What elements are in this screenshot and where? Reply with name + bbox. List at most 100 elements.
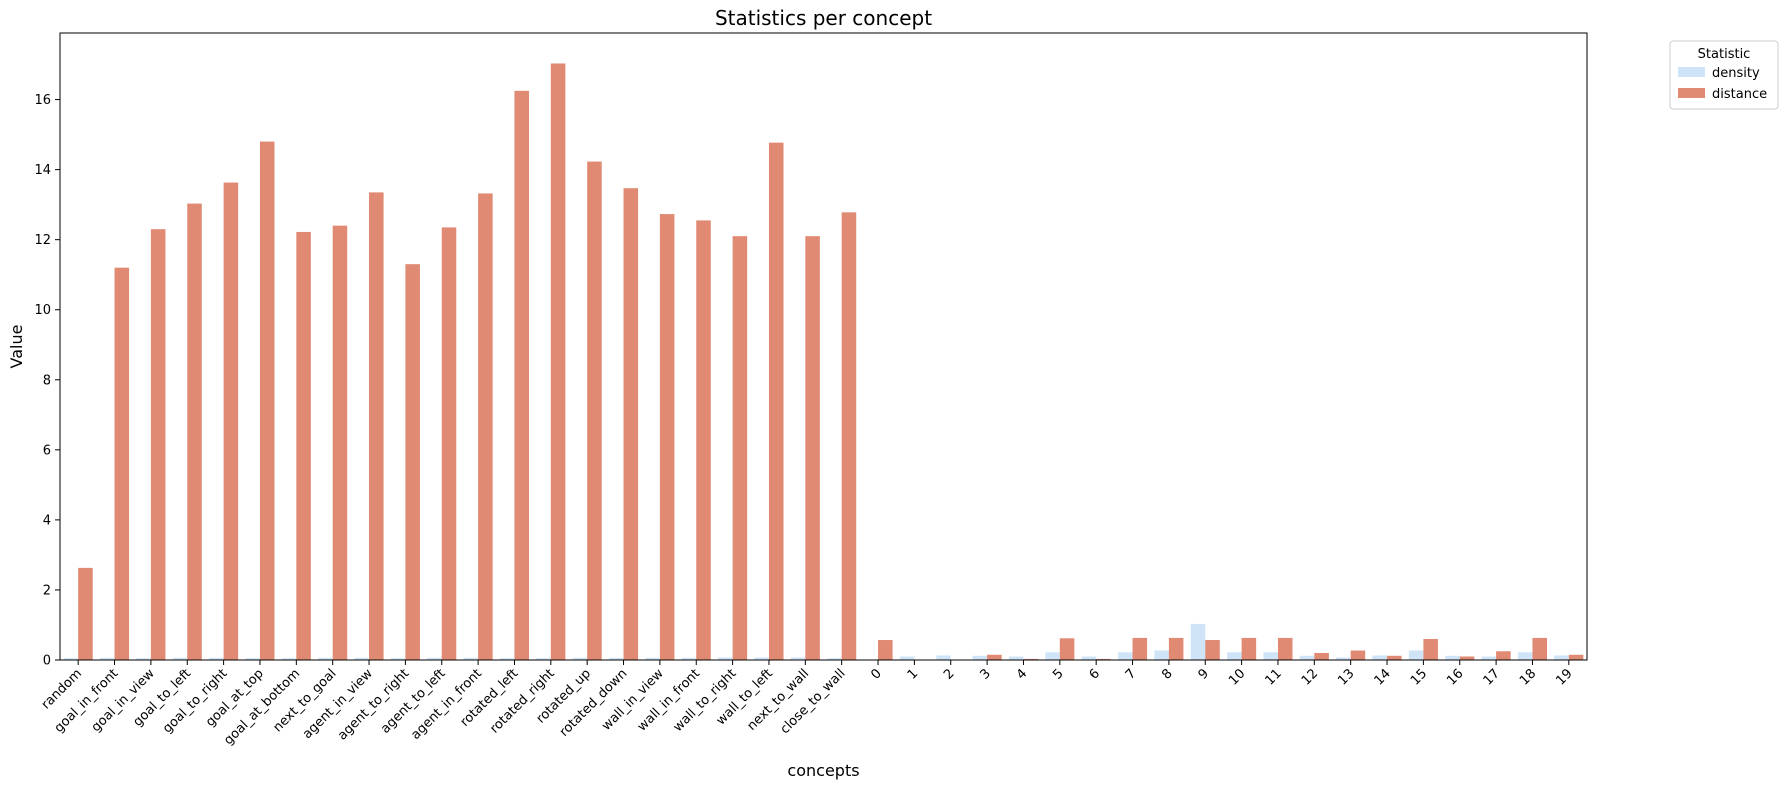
bar-density-19 [1554,655,1569,660]
y-tick-label-0: 0 [43,654,51,669]
bar-distance-wall_in_view [659,214,675,660]
bar-density-5 [1045,652,1060,660]
bar-distance-agent_in_front [478,193,493,660]
y-tick-label-2: 2 [43,583,51,598]
x-axis-ticks: randomgoal_in_frontgoal_in_viewgoal_to_l… [39,660,1576,748]
y-tick-label-4: 4 [43,513,51,528]
bar-density-14 [1372,655,1388,660]
bar-density-goal_at_top [245,658,260,660]
bar-distance-8 [1168,637,1184,660]
bar-distance-rotated_right [550,63,566,661]
legend: Statistic density distance [1669,40,1779,110]
x-tick-label-4: 4 [1014,666,1030,682]
plot-frame [59,32,1588,661]
legend-swatch-distance [1678,88,1705,98]
x-tick-label-2: 2 [941,666,957,682]
y-tick-label-14: 14 [34,163,51,178]
bar-density-11 [1263,652,1278,660]
bar-distance-16 [1459,656,1475,660]
bar-density-12 [1299,655,1315,660]
bar-density-wall_in_front [681,657,697,660]
x-tick-label-15: 15 [1408,666,1430,688]
x-tick-label-13: 13 [1335,666,1357,688]
x-tick-label-8: 8 [1159,666,1175,682]
y-axis-label: Value [7,325,26,369]
bar-distance-random [78,567,93,660]
x-tick-label-19: 19 [1553,666,1575,688]
legend-swatch-density [1678,67,1705,77]
bar-density-goal_to_right [209,657,224,660]
bar-density-goal_at_bottom [281,658,297,660]
y-tick-label-8: 8 [43,373,51,388]
x-tick-label-6: 6 [1087,666,1103,682]
x-tick-label-3: 3 [977,666,993,682]
bar-density-17 [1481,656,1497,660]
bar-distance-goal_in_front [114,267,130,660]
bar-density-1 [899,656,915,660]
legend-title: Statistic [1698,47,1751,62]
bar-density-wall_in_view [645,657,660,660]
legend-label-distance: distance [1712,87,1767,102]
x-tick-label-9: 9 [1196,666,1212,682]
bar-distance-wall_to_right [732,236,748,660]
bar-density-16 [1445,655,1460,660]
y-tick-label-16: 16 [34,93,51,108]
bar-density-6 [1081,656,1097,660]
y-axis-ticks: 0 2 4 6 8 10 12 14 16 [34,93,60,669]
bar-density-rotated_left [499,658,515,660]
bar-distance-goal_to_left [187,203,202,660]
bar-density-goal_in_view [136,658,151,660]
y-tick-label-12: 12 [34,233,51,248]
bar-density-rotated_right [536,658,551,660]
x-axis-label: concepts [787,761,859,780]
bar-density-10 [1227,652,1242,660]
bar-density-agent_to_right [390,658,406,660]
legend-label-density: density [1712,66,1760,81]
bar-distance-next_to_goal [332,225,348,660]
bar-distance-goal_in_view [150,229,166,660]
bar-density-9 [1190,623,1206,660]
x-tick-label-12: 12 [1299,666,1321,688]
bar-distance-13 [1350,650,1366,660]
chart-title: Statistics per concept [715,6,932,30]
bar-distance-10 [1241,637,1257,660]
x-tick-label-1: 1 [905,666,921,682]
bar-density-wall_to_left [754,657,769,660]
bar-distance-11 [1277,637,1293,660]
bar-density-next_to_goal [318,657,333,660]
bar-density-4 [1008,656,1024,660]
bar-density-18 [1517,652,1533,660]
bar-density-13 [1336,657,1351,660]
bar-density-next_to_wall [790,657,806,660]
y-tick-label-10: 10 [34,303,51,318]
bar-distance-goal_at_bottom [296,231,311,660]
bar-distance-14 [1387,655,1402,660]
bar-density-8 [1154,650,1169,660]
bar-density-agent_in_front [463,657,479,660]
bar-density-7 [1117,652,1133,660]
bar-distance-agent_to_left [441,227,457,660]
bar-density-agent_in_view [354,657,370,660]
bar-density-random [63,658,79,660]
bar-density-goal_to_left [172,657,188,660]
x-tick-label-5: 5 [1050,666,1066,682]
bar-distance-7 [1132,637,1148,660]
x-tick-label-18: 18 [1517,666,1539,688]
bar-density-rotated_up [572,657,588,660]
x-tick-label-11: 11 [1262,666,1284,688]
x-tick-label-goal_in_view: goal_in_view [89,666,158,735]
bar-distance-12 [1314,652,1329,660]
bars-group [63,63,1584,661]
bar-density-3 [972,655,988,660]
bar-distance-rotated_up [587,161,602,661]
bar-distance-goal_to_right [223,182,239,660]
x-tick-label-10: 10 [1226,666,1248,688]
bar-distance-rotated_down [623,188,639,661]
y-tick-label-6: 6 [43,443,51,458]
bar-distance-close_to_wall [841,212,857,660]
bar-distance-next_to_wall [805,236,820,660]
bar-density-2 [936,655,951,660]
x-tick-label-17: 17 [1481,666,1503,688]
x-tick-label-7: 7 [1123,666,1139,682]
